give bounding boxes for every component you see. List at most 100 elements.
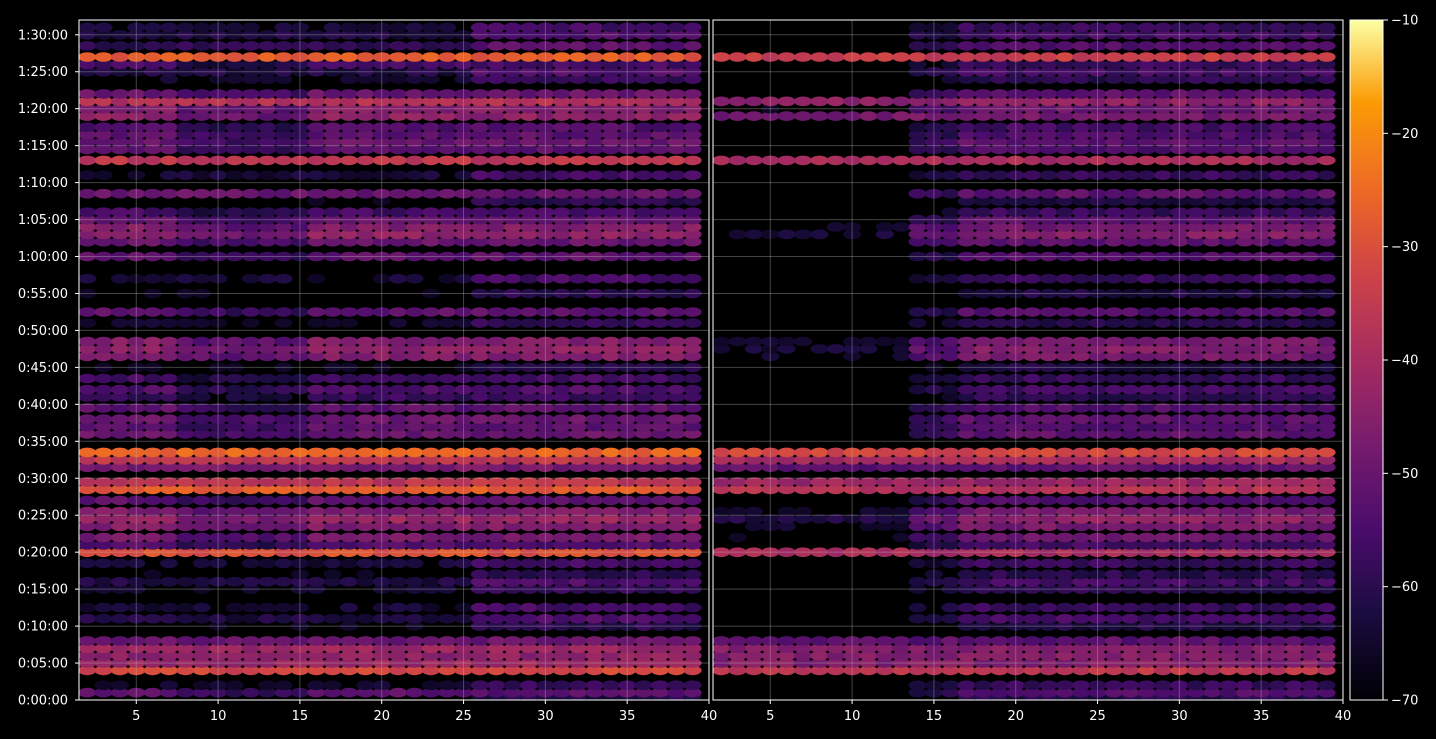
heat-mark [454, 103, 473, 114]
heat-mark [1203, 251, 1222, 262]
heat-mark [1268, 74, 1287, 84]
heat-mark [323, 665, 342, 676]
heat-mark [601, 455, 620, 465]
heat-mark [990, 236, 1009, 247]
heat-mark [79, 477, 97, 487]
heat-mark [1301, 680, 1320, 690]
heat-mark [405, 155, 424, 166]
heat-mark [744, 344, 763, 354]
heat-mark [487, 462, 506, 473]
heat-mark [990, 687, 1009, 698]
heat-mark [1121, 521, 1140, 532]
heat-mark [470, 484, 489, 495]
heat-mark [1072, 137, 1091, 147]
heat-mark [323, 506, 342, 517]
heat-mark [990, 576, 1009, 587]
heat-mark [438, 540, 457, 550]
heat-mark [323, 680, 342, 690]
heat-mark [470, 362, 489, 373]
heat-mark [585, 495, 604, 506]
heat-mark [1088, 665, 1107, 676]
heat-mark [1088, 30, 1107, 40]
heat-mark [634, 222, 653, 232]
heat-mark [957, 137, 976, 147]
heat-mark [143, 144, 162, 155]
heat-mark [176, 336, 195, 347]
heat-mark [356, 643, 375, 654]
heat-mark [1252, 144, 1271, 155]
heat-mark [1284, 447, 1303, 458]
heat-mark [1088, 584, 1107, 594]
heat-mark [94, 89, 113, 99]
heat-mark [974, 484, 992, 495]
heat-mark [372, 236, 391, 247]
heat-mark [650, 658, 669, 668]
heat-mark [1252, 222, 1271, 232]
heat-mark [1121, 96, 1140, 107]
heat-mark [1121, 336, 1140, 347]
heat-mark [340, 344, 358, 354]
heat-mark [1186, 514, 1205, 524]
heat-mark [1186, 643, 1205, 654]
heat-mark [618, 613, 637, 624]
heat-mark [585, 59, 604, 70]
heat-mark [1023, 643, 1042, 654]
heat-mark [1252, 584, 1271, 594]
heat-mark [1268, 229, 1287, 240]
heat-mark [421, 506, 440, 517]
heat-mark [143, 392, 162, 402]
heat-mark [258, 455, 277, 465]
heat-mark [1154, 30, 1172, 40]
heat-mark [1055, 636, 1074, 646]
heat-mark [728, 447, 747, 458]
heat-mark [569, 222, 588, 232]
heat-mark [1284, 89, 1303, 99]
heat-mark [650, 680, 669, 690]
heat-mark [209, 344, 228, 354]
y-tick-label: 0:35:00 [18, 435, 68, 450]
heat-mark [372, 229, 391, 240]
heat-mark [160, 392, 178, 402]
heat-mark [1268, 495, 1287, 506]
heat-mark [1006, 584, 1025, 594]
heat-mark [520, 558, 538, 569]
heat-mark [454, 658, 473, 668]
heat-mark [94, 111, 113, 121]
heat-mark [176, 403, 195, 413]
heat-mark [1121, 602, 1140, 613]
heat-mark [924, 658, 943, 668]
heat-mark [503, 344, 522, 354]
heat-mark [1186, 447, 1205, 458]
heat-mark [957, 273, 976, 284]
heat-mark [225, 506, 244, 517]
heat-mark [209, 137, 228, 147]
heat-mark [94, 52, 113, 62]
heat-mark [192, 414, 211, 424]
heat-mark [487, 687, 506, 698]
heat-mark [957, 569, 976, 580]
heat-mark [536, 66, 555, 77]
heat-mark [405, 636, 424, 646]
heat-mark [892, 514, 911, 524]
heat-mark [1072, 170, 1091, 180]
heat-mark [110, 66, 129, 77]
heat-mark [1284, 362, 1303, 373]
heat-mark [421, 214, 440, 225]
heat-mark [1072, 122, 1091, 132]
heat-mark [990, 484, 1009, 495]
heat-mark [1104, 236, 1123, 247]
heat-mark [110, 421, 129, 432]
heat-mark [650, 495, 669, 506]
heat-mark [794, 514, 812, 524]
heat-mark [585, 384, 604, 395]
heat-mark [618, 170, 637, 180]
heat-mark [258, 214, 277, 225]
heat-mark [1252, 74, 1271, 84]
heat-mark [405, 414, 424, 424]
heat-mark [667, 521, 686, 532]
heat-mark [957, 307, 976, 317]
heat-mark [192, 137, 211, 147]
heat-mark [908, 687, 927, 698]
heat-mark [520, 30, 538, 40]
heat-mark [634, 584, 653, 594]
